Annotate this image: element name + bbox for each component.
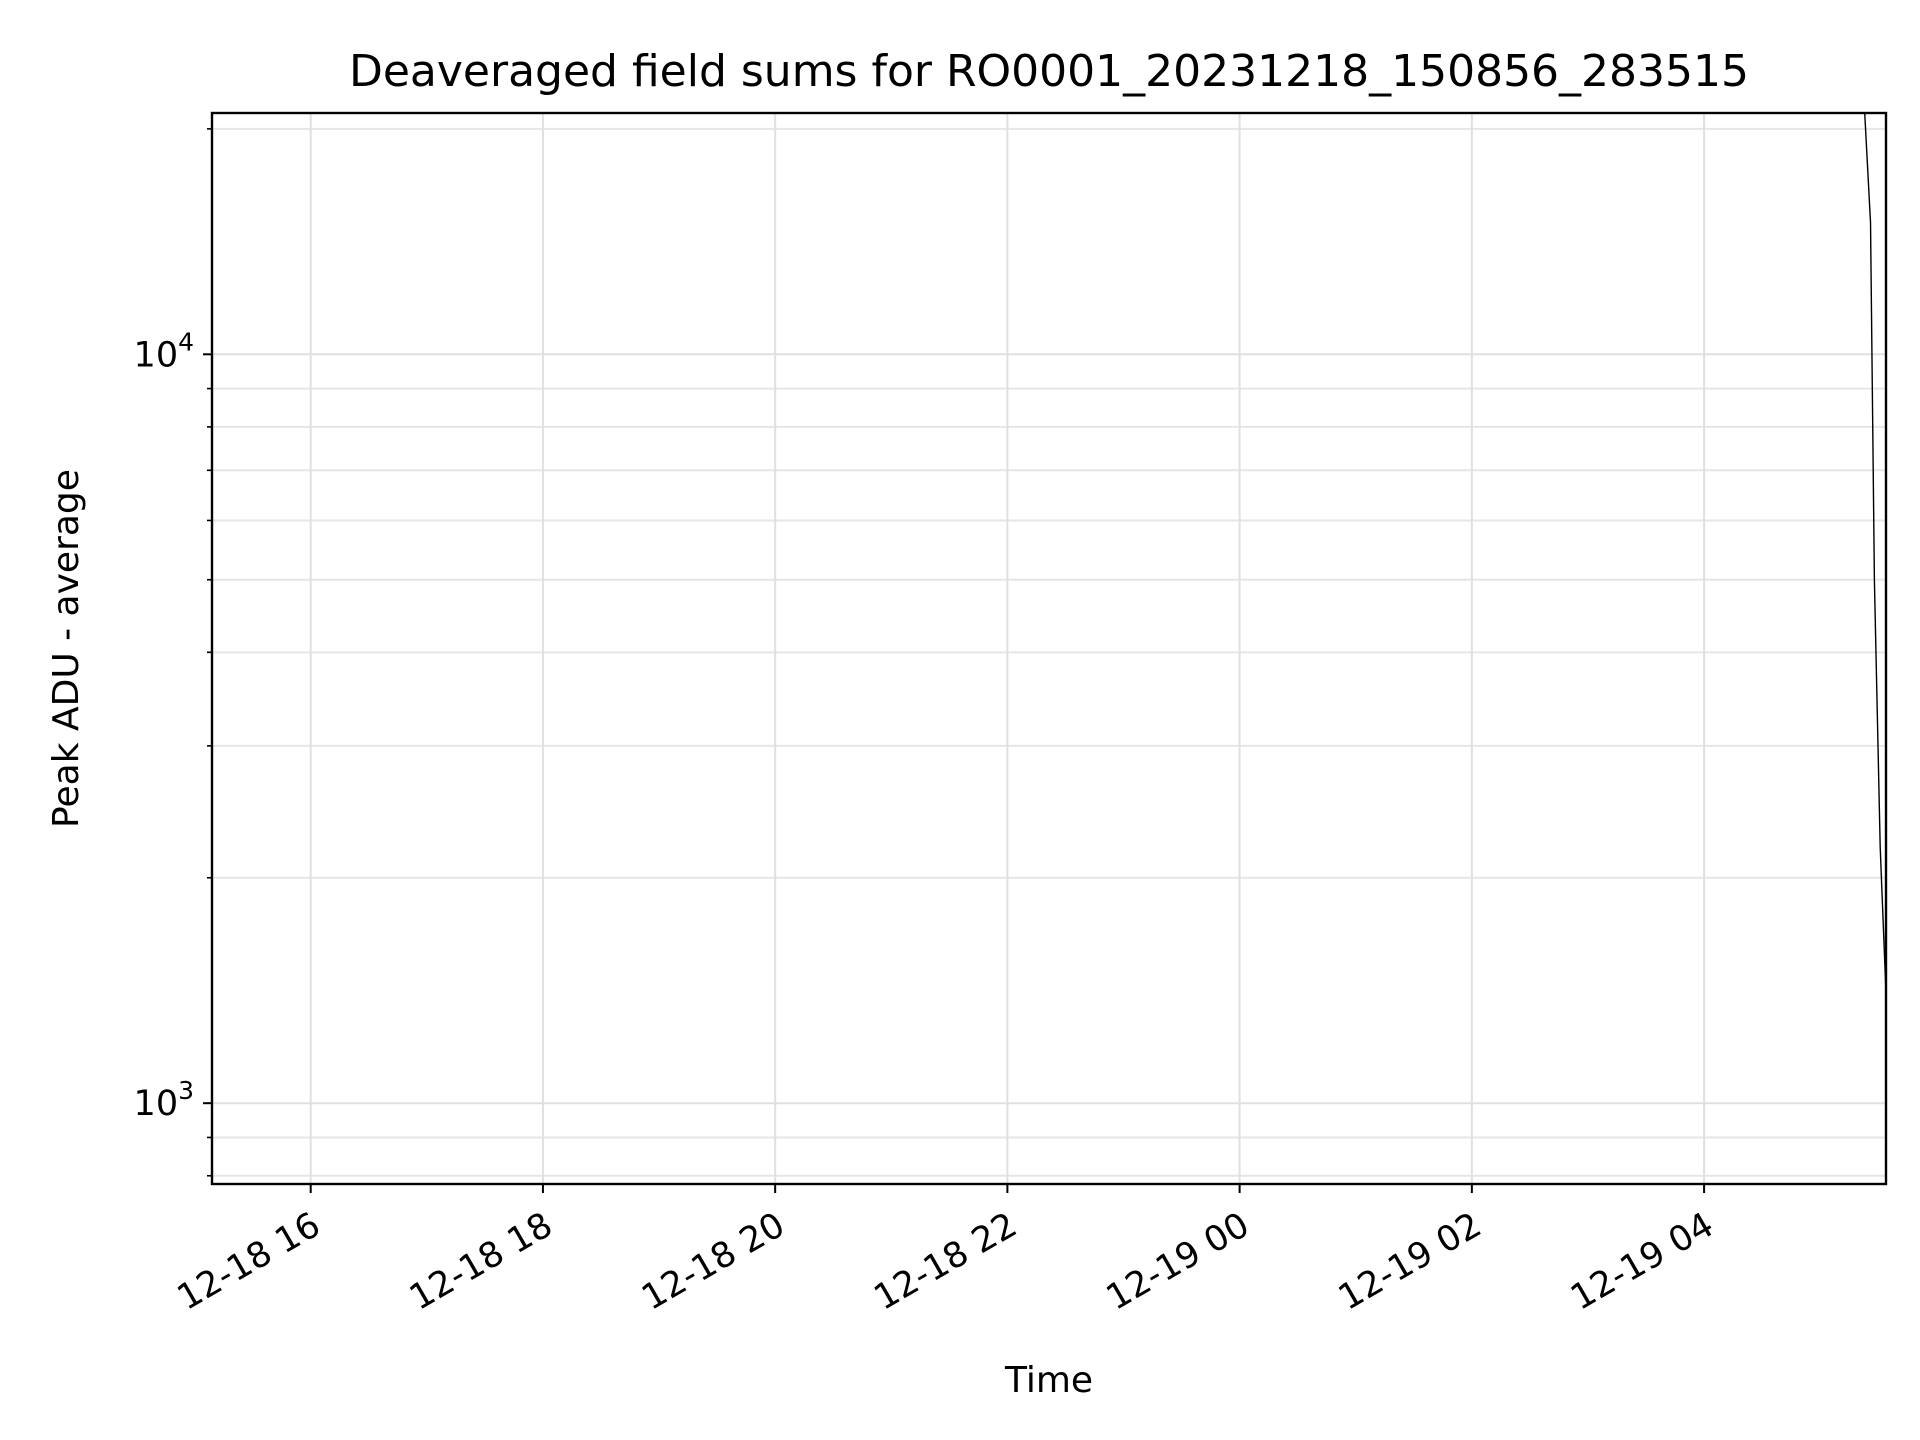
plot-frame xyxy=(210,111,1888,1186)
x-tick-label: 12-19 00 xyxy=(1100,1205,1256,1318)
series-line xyxy=(212,112,1887,994)
x-tick-label: 12-18 20 xyxy=(635,1205,791,1318)
x-tick-label: 12-18 18 xyxy=(403,1205,559,1318)
major-gridlines xyxy=(212,113,1886,1184)
y-axis-label: Peak ADU - average xyxy=(46,469,87,828)
x-tick-label: 12-19 04 xyxy=(1564,1205,1720,1318)
series-layer xyxy=(212,112,1887,994)
y-tick-label: 104 xyxy=(134,327,194,375)
x-tick-label: 12-19 02 xyxy=(1332,1205,1488,1318)
x-axis-label: Time xyxy=(1004,1360,1093,1401)
chart-title: Deaveraged field sums for RO0001_2023121… xyxy=(349,46,1749,97)
x-tick-label: 12-18 16 xyxy=(171,1205,327,1318)
y-tick-label: 103 xyxy=(134,1076,194,1124)
x-tick-label: 12-18 22 xyxy=(868,1205,1024,1318)
minor-gridlines xyxy=(212,127,1886,1177)
